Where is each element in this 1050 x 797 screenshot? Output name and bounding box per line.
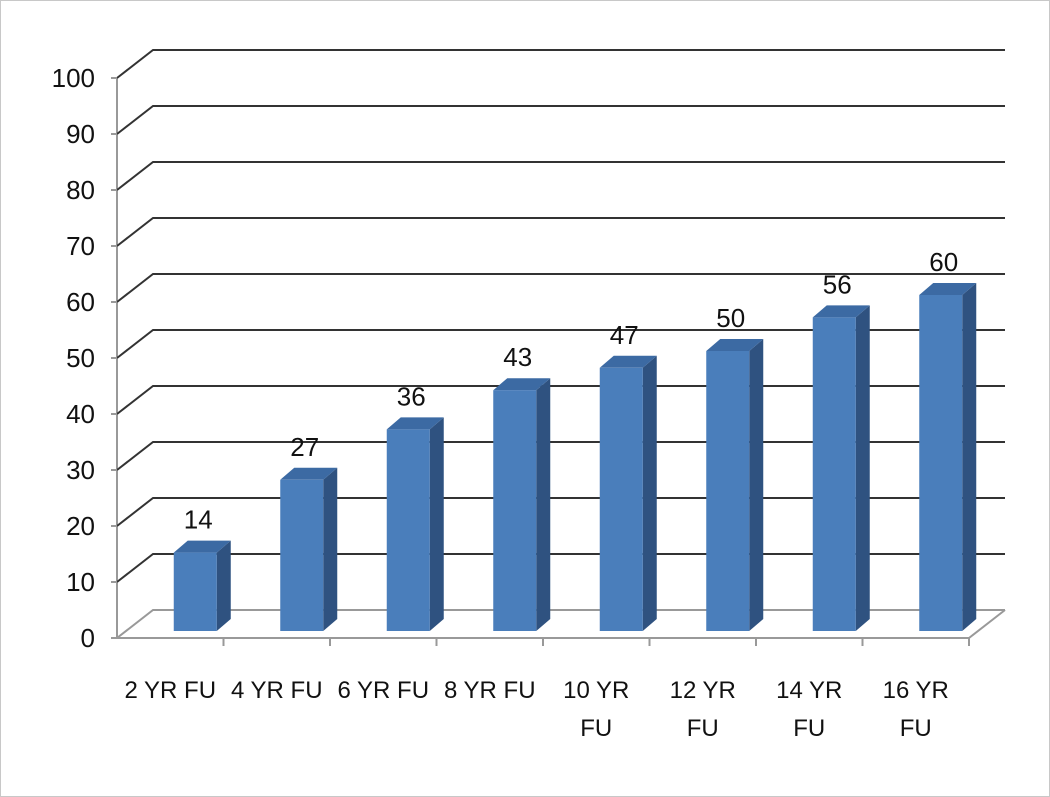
y-tick-label: 100 bbox=[52, 63, 95, 93]
x-tick-label-line: 6 YR FU bbox=[337, 677, 429, 704]
gridline bbox=[116, 217, 1005, 247]
bar-front-face bbox=[599, 367, 643, 631]
gridline bbox=[116, 385, 1005, 415]
y-tick-label: 70 bbox=[66, 231, 95, 261]
y-tick-label: 30 bbox=[66, 455, 95, 485]
bar bbox=[493, 378, 551, 631]
data-labels: 14 27 36 43 47 50 56 60 bbox=[184, 247, 958, 535]
x-tick-label: 16 YR FU bbox=[883, 677, 949, 742]
data-label: 27 bbox=[290, 432, 319, 462]
bar-top-face bbox=[386, 417, 444, 430]
data-label: 56 bbox=[823, 269, 852, 299]
x-tick-label-line: 8 YR FU bbox=[444, 677, 536, 704]
y-tick-label: 80 bbox=[66, 175, 95, 205]
bar-front-face bbox=[386, 429, 430, 631]
bar bbox=[599, 355, 657, 631]
bar-front-face bbox=[812, 317, 856, 631]
gridline bbox=[116, 273, 1005, 303]
x-tick-label-line: 2 YR FU bbox=[124, 677, 216, 704]
bar bbox=[173, 540, 231, 631]
data-label: 36 bbox=[397, 381, 426, 411]
x-tick-label: 12 YR FU bbox=[670, 677, 736, 742]
bar-top-face bbox=[280, 467, 338, 480]
data-label: 50 bbox=[716, 303, 745, 333]
x-tick-label: 8 YR FU bbox=[444, 677, 536, 704]
gridline bbox=[116, 553, 1005, 583]
bar-top-face bbox=[173, 540, 231, 553]
bar-top-face bbox=[706, 339, 764, 351]
data-label: 47 bbox=[610, 320, 639, 350]
y-tick-label: 50 bbox=[66, 343, 95, 373]
y-axis-labels: 0 10 20 30 40 50 60 70 80 90 100 bbox=[52, 63, 95, 653]
bar-front-face bbox=[706, 351, 750, 631]
x-tick-label: 14 YR FU bbox=[776, 677, 842, 742]
x-tick-label-line: 14 YR bbox=[776, 677, 842, 704]
data-label: 60 bbox=[929, 247, 958, 277]
y-tick-label: 10 bbox=[66, 567, 95, 597]
bars bbox=[173, 283, 977, 631]
y-tick-label: 90 bbox=[66, 119, 95, 149]
bar-side-face bbox=[429, 417, 444, 631]
bar-side-face bbox=[855, 305, 870, 631]
x-tick-label: 10 YR FU bbox=[563, 677, 629, 742]
floor-edge bbox=[968, 609, 1006, 639]
gridline bbox=[116, 105, 1005, 135]
y-tick-label: 40 bbox=[66, 399, 95, 429]
gridline bbox=[116, 497, 1005, 527]
bar-top-face bbox=[919, 283, 977, 295]
y-tick-label: 20 bbox=[66, 511, 95, 541]
x-tick-label-line: FU bbox=[580, 715, 612, 742]
data-label: 43 bbox=[503, 342, 532, 372]
x-tick-label: 4 YR FU bbox=[231, 677, 323, 704]
bar-front-face bbox=[493, 390, 537, 631]
x-tick-label-line: 16 YR bbox=[883, 677, 949, 704]
bar bbox=[706, 339, 764, 631]
gridlines bbox=[111, 49, 1005, 646]
bar bbox=[919, 283, 977, 631]
y-tick-label: 0 bbox=[81, 623, 95, 653]
x-tick-label-line: 10 YR bbox=[563, 677, 629, 704]
x-tick-label-line: FU bbox=[900, 715, 932, 742]
gridline bbox=[116, 329, 1005, 359]
y-tick-label: 60 bbox=[66, 287, 95, 317]
bar-side-face bbox=[216, 540, 231, 631]
bar-front-face bbox=[173, 552, 217, 631]
bar bbox=[280, 467, 338, 631]
bar-side-face bbox=[749, 339, 764, 631]
bar-side-face bbox=[323, 467, 338, 631]
bar-side-face bbox=[962, 283, 977, 631]
x-tick-label-line: FU bbox=[687, 715, 719, 742]
bar-front-face bbox=[280, 479, 324, 631]
bar bbox=[386, 417, 444, 631]
data-label: 14 bbox=[184, 505, 213, 535]
gridline bbox=[116, 49, 1005, 79]
bar-top-face bbox=[493, 378, 551, 391]
gridline bbox=[116, 161, 1005, 191]
x-tick-label-line: 12 YR bbox=[670, 677, 736, 704]
x-tick-label-line: FU bbox=[793, 715, 825, 742]
bar-side-face bbox=[536, 378, 551, 631]
bar-top-face bbox=[599, 355, 657, 368]
x-tick-label: 2 YR FU bbox=[124, 677, 216, 704]
bar-front-face bbox=[919, 295, 963, 631]
gridline bbox=[116, 441, 1005, 471]
bar bbox=[812, 305, 870, 631]
bar-side-face bbox=[642, 355, 657, 631]
bar-top-face bbox=[812, 305, 870, 318]
gridline bbox=[116, 609, 1005, 639]
x-tick-label-line: 4 YR FU bbox=[231, 677, 323, 704]
x-tick-label: 6 YR FU bbox=[337, 677, 429, 704]
